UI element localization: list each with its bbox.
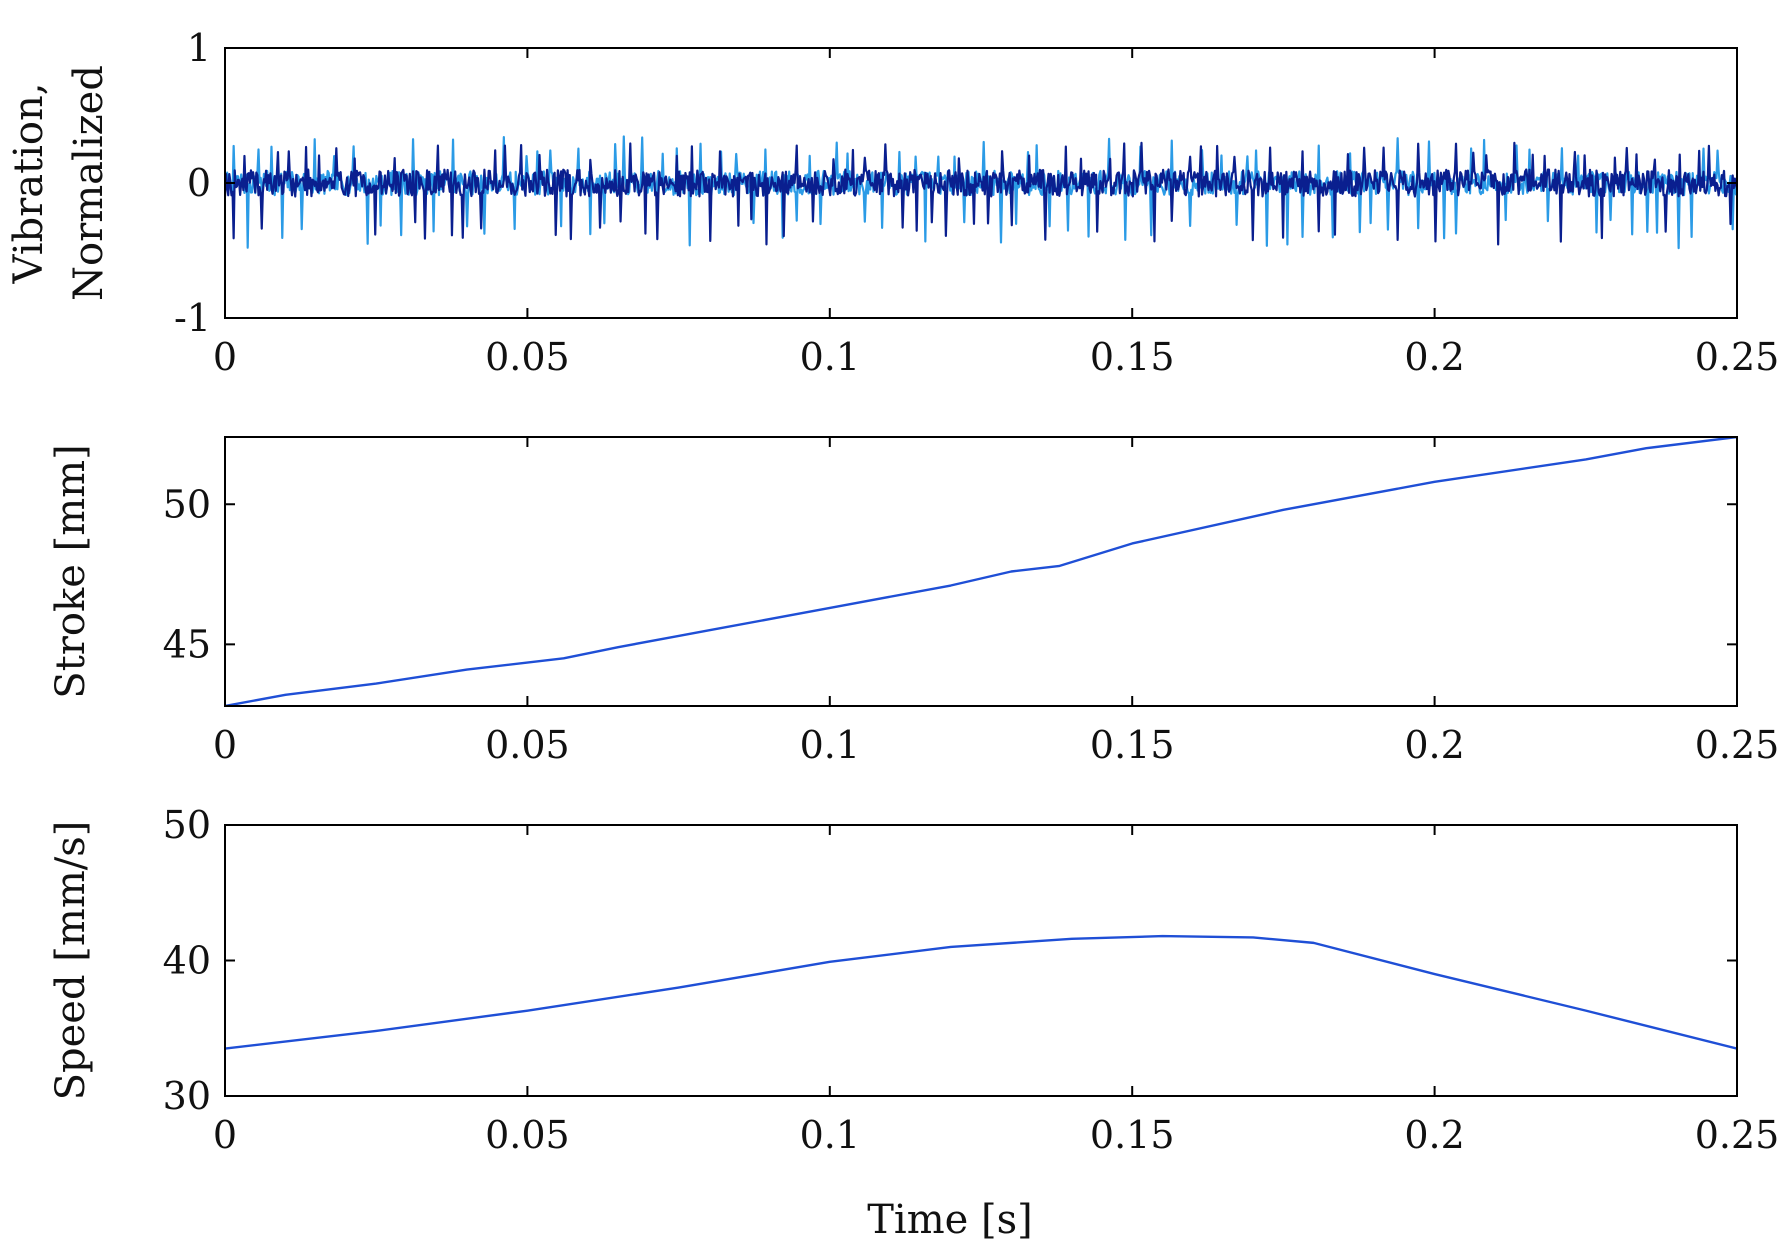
y-axis-title: Speed [mm/s] bbox=[48, 821, 94, 1101]
y-axis-title: Stroke [mm] bbox=[48, 444, 94, 698]
x-axis-title: Time [s] bbox=[867, 1197, 1033, 1243]
x-tick-label: 0.05 bbox=[485, 1113, 570, 1157]
x-tick-label: 0.2 bbox=[1404, 723, 1464, 767]
y-tick-label: 45 bbox=[163, 622, 211, 666]
x-tick-label: 0.2 bbox=[1404, 335, 1464, 379]
plot-frame bbox=[224, 824, 1738, 1097]
stroke-panel: 0 0.05 0.1 0.15 0.2 0.25 45 50 Stroke [mm] bbox=[48, 436, 1780, 767]
y-tick-label: 50 bbox=[163, 482, 211, 526]
y-tick-label: 50 bbox=[163, 803, 211, 847]
x-tick-label: 0.15 bbox=[1090, 335, 1175, 379]
y-tick-label: -1 bbox=[174, 296, 211, 340]
x-tick-label: 0.25 bbox=[1695, 723, 1780, 767]
x-tick-label: 0 bbox=[213, 1113, 237, 1157]
plot-frame bbox=[224, 436, 1738, 707]
y-tick-label: 40 bbox=[163, 939, 211, 983]
speed-panel: 0 0.05 0.1 0.15 0.2 0.25 30 40 50 Speed [mm/s] bbox=[48, 803, 1779, 1157]
series-speed bbox=[225, 934, 1737, 1050]
y-tick-label: 0 bbox=[187, 161, 211, 205]
series-vibration-dark bbox=[225, 141, 1737, 246]
x-tick-label: 0.1 bbox=[800, 335, 860, 379]
x-tick-label: 0.05 bbox=[485, 335, 570, 379]
y-axis-title: Normalized bbox=[66, 65, 112, 301]
x-tick-label: 0.1 bbox=[800, 1113, 860, 1157]
x-tick-label: 0.15 bbox=[1090, 723, 1175, 767]
x-tick-label: 0.15 bbox=[1090, 1113, 1175, 1157]
x-tick-label: 0.25 bbox=[1695, 335, 1780, 379]
x-tick-label: 0 bbox=[213, 335, 237, 379]
y-tick-label: 1 bbox=[187, 26, 211, 70]
series-stroke bbox=[225, 437, 1737, 706]
x-tick-label: 0 bbox=[213, 723, 237, 767]
x-tick-label: 0.2 bbox=[1404, 1113, 1464, 1157]
x-tick-label: 0.05 bbox=[485, 723, 570, 767]
x-tick-label: 0.1 bbox=[800, 723, 860, 767]
y-tick-label: 30 bbox=[163, 1074, 211, 1118]
x-tick-label: 0.25 bbox=[1695, 1113, 1780, 1157]
y-axis-title: Vibration, bbox=[6, 83, 52, 285]
